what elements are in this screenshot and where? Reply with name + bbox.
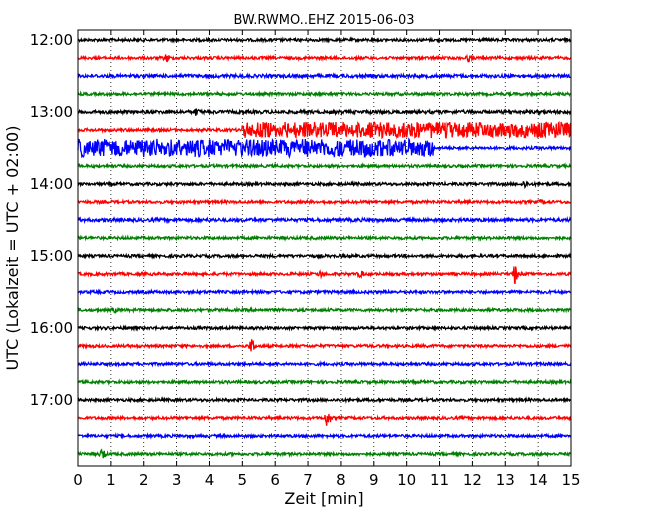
plot-frame bbox=[77, 29, 572, 467]
trace-1615 bbox=[77, 339, 572, 352]
trace-1730 bbox=[77, 432, 572, 440]
x-tick-label: 10 bbox=[397, 471, 416, 489]
x-tick-label: 14 bbox=[529, 471, 548, 489]
trace-1415 bbox=[77, 198, 572, 206]
x-axis-label: Zeit [min] bbox=[284, 489, 363, 508]
trace-1445 bbox=[77, 234, 572, 242]
trace-1745 bbox=[77, 448, 572, 459]
trace-1515 bbox=[77, 266, 572, 284]
trace-1700 bbox=[77, 396, 572, 404]
y-tick-label: 13:00 bbox=[30, 103, 73, 121]
x-tick-label: 9 bbox=[369, 471, 379, 489]
y-axis-label: UTC (Lokalzeit = UTC + 02:00) bbox=[3, 126, 22, 371]
trace-1315 bbox=[77, 120, 572, 140]
x-tick-label: 3 bbox=[172, 471, 182, 489]
y-tick-label: 12:00 bbox=[30, 31, 73, 49]
grid bbox=[110, 30, 539, 466]
y-axis: 12:00 13:00 14:00 15:00 16:00 17:00 bbox=[30, 31, 571, 409]
trace-1330 bbox=[77, 137, 572, 159]
x-tick-label: 1 bbox=[106, 471, 116, 489]
chart-title: BW.RWMO..EHZ 2015-06-03 bbox=[233, 13, 414, 28]
trace-1300 bbox=[77, 107, 572, 117]
x-tick-label: 4 bbox=[205, 471, 215, 489]
x-axis: 0 1 2 3 4 5 6 7 8 9 10 11 12 13 14 15 bbox=[73, 30, 581, 489]
x-tick-label: 6 bbox=[270, 471, 280, 489]
trace-1600 bbox=[77, 324, 572, 332]
y-tick-label: 17:00 bbox=[30, 391, 73, 409]
trace-1500 bbox=[77, 252, 572, 260]
trace-1630 bbox=[77, 360, 572, 368]
trace-1400 bbox=[77, 180, 572, 190]
trace-1345 bbox=[77, 162, 572, 170]
trace-1545 bbox=[77, 306, 571, 314]
x-tick-label: 13 bbox=[496, 471, 515, 489]
x-tick-label: 8 bbox=[336, 471, 346, 489]
x-tick-label: 15 bbox=[561, 471, 580, 489]
y-tick-label: 15:00 bbox=[30, 247, 73, 265]
trace-1430 bbox=[77, 215, 572, 225]
x-tick-label: 12 bbox=[463, 471, 482, 489]
trace-1245 bbox=[77, 90, 572, 98]
x-tick-label: 2 bbox=[139, 471, 149, 489]
trace-1215 bbox=[77, 53, 572, 63]
x-tick-label: 7 bbox=[303, 471, 313, 489]
y-tick-label: 16:00 bbox=[30, 319, 73, 337]
trace-1230 bbox=[77, 71, 572, 81]
y-tick-label: 14:00 bbox=[30, 175, 73, 193]
trace-1200 bbox=[77, 36, 572, 44]
x-tick-label: 5 bbox=[238, 471, 248, 489]
trace-1715 bbox=[77, 414, 572, 426]
x-tick-label: 11 bbox=[430, 471, 449, 489]
traces bbox=[77, 36, 572, 459]
x-tick-label: 0 bbox=[73, 471, 83, 489]
trace-1530 bbox=[77, 288, 572, 296]
trace-1645 bbox=[77, 378, 572, 386]
